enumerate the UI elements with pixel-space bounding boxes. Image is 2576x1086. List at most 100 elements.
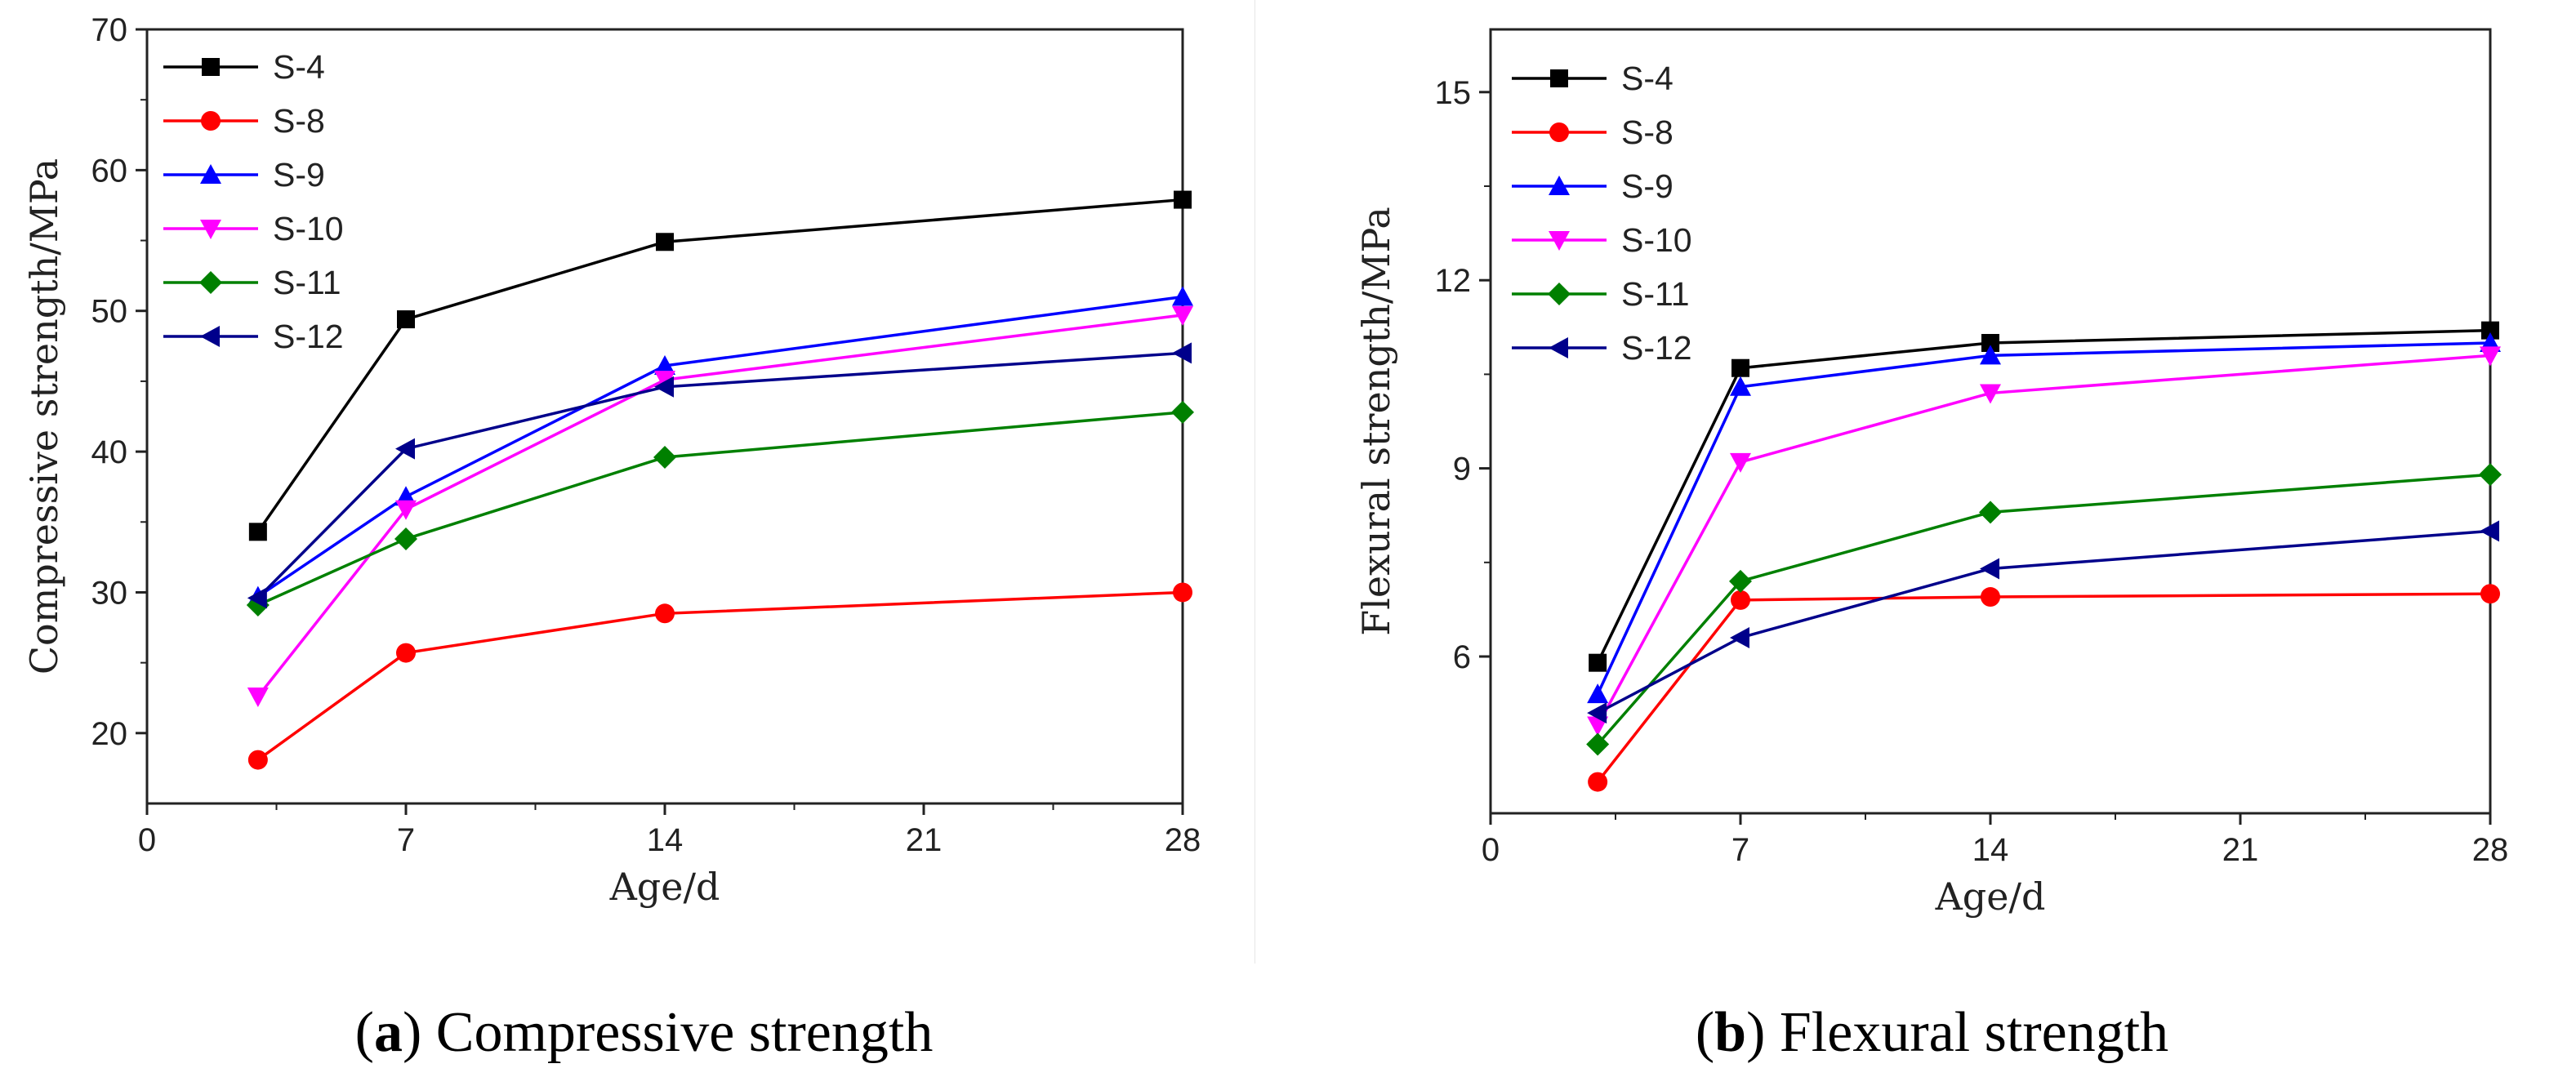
- legend-marker-s-11: [199, 271, 222, 294]
- series-line-s-10: [1596, 354, 2491, 727]
- series-s-4: [1589, 321, 2499, 672]
- data-point-s-9: [1587, 683, 1609, 704]
- caption-title-a: Compressive strength: [435, 1001, 934, 1064]
- data-point-s-4: [248, 523, 267, 541]
- legend-label-s-9: S-9: [1621, 167, 1674, 205]
- series-s-11: [1586, 463, 2502, 756]
- series-s-12: [1587, 520, 2499, 724]
- series-s-12: [247, 342, 1192, 609]
- series-line-s-9: [1596, 341, 2491, 695]
- data-point-s-8: [1731, 590, 1750, 610]
- data-point-s-12: [1172, 342, 1192, 364]
- data-point-s-10: [1980, 384, 2001, 404]
- series-line-s-4: [256, 198, 1183, 533]
- data-point-s-10: [654, 371, 675, 391]
- caption-a: (a) Compressive strength: [354, 1001, 934, 1064]
- legend-label-s-10: S-10: [1621, 221, 1692, 259]
- x-tick-label: 0: [1482, 832, 1500, 868]
- legend-marker-s-12: [1549, 337, 1568, 358]
- series-s-8: [1588, 584, 2500, 792]
- y-tick-label: 15: [1435, 75, 1472, 111]
- legend-label-s-4: S-4: [273, 48, 325, 86]
- data-point-s-4: [1731, 358, 1749, 377]
- data-point-s-4: [397, 310, 415, 329]
- caption-title-b: Flexural strength: [1779, 1001, 2169, 1064]
- legend-marker-s-8: [201, 111, 221, 131]
- data-point-s-10: [395, 500, 417, 520]
- series-line-s-8: [1596, 592, 2491, 783]
- x-axis-title: Age/d: [609, 865, 720, 909]
- plot-frame: [145, 28, 1184, 805]
- data-point-s-8: [1173, 582, 1192, 603]
- data-point-s-4: [1174, 190, 1192, 209]
- caption-letter-a: a: [373, 1001, 403, 1064]
- legend-marker-s-4: [1550, 69, 1568, 87]
- y-tick-label: 6: [1453, 639, 1471, 675]
- x-tick-label: 7: [397, 822, 415, 858]
- data-point-s-10: [247, 688, 269, 708]
- data-point-s-8: [2480, 584, 2500, 604]
- y-tick-label: 9: [1453, 452, 1471, 487]
- data-point-s-11: [394, 527, 417, 550]
- series-line-s-12: [1597, 529, 2491, 714]
- data-point-s-4: [2481, 321, 2499, 340]
- data-point-s-12: [1730, 626, 1749, 648]
- legend-label-s-11: S-11: [1621, 275, 1690, 313]
- series-line-s-11: [1596, 473, 2491, 746]
- legend-label-s-8: S-8: [273, 102, 325, 140]
- data-point-s-8: [1981, 587, 2000, 608]
- legend: S-4 S-8 S-9 S-10 S-11 S-12: [1512, 60, 1692, 367]
- y-axis-title: Flexural strength/MPa: [1354, 207, 1398, 636]
- legend-label-s-9: S-9: [273, 156, 325, 194]
- data-point-s-11: [1171, 400, 1194, 424]
- data-point-s-11: [653, 445, 676, 469]
- data-point-s-4: [1589, 653, 1607, 672]
- legend-marker-s-8: [1549, 122, 1569, 142]
- y-tick-label: 12: [1435, 263, 1472, 299]
- legend-marker-s-10: [1549, 231, 1570, 251]
- series-s-10: [247, 305, 1193, 708]
- legend-marker-s-9: [200, 164, 221, 184]
- data-point-s-11: [1586, 732, 1610, 756]
- x-axis-title: Age/d: [1935, 875, 2046, 919]
- data-point-s-12: [2480, 520, 2499, 542]
- data-point-s-11: [1729, 569, 1752, 593]
- data-point-s-10: [1730, 452, 1751, 473]
- y-axis-title: Compressive strength/MPa: [22, 158, 66, 674]
- x-tick-label: 21: [2222, 832, 2259, 868]
- legend-marker-s-12: [200, 326, 220, 347]
- legend-label-s-8: S-8: [1621, 113, 1674, 151]
- legend-marker-s-11: [1548, 283, 1571, 305]
- compressive-strength-chart: 0 7 14 21 28 20 30 40 50 60 70 Age/d Compressive str…: [22, 12, 1201, 909]
- y-tick-label: 60: [91, 153, 128, 189]
- chart-panel-b: 0 7 14 21 28 6 9 12 15 Age/d Flexural strength/MPa…: [1288, 0, 2576, 1086]
- x-tick-label: 14: [1972, 832, 2009, 868]
- x-tick-label: 28: [2472, 832, 2509, 868]
- x-tick-label: 21: [906, 822, 943, 858]
- data-point-s-9: [1730, 376, 1751, 396]
- legend-label-s-4: S-4: [1621, 60, 1674, 97]
- data-point-s-8: [655, 603, 675, 624]
- series-s-4: [248, 190, 1192, 541]
- data-point-s-9: [654, 354, 675, 375]
- y-tick-label: 40: [91, 434, 128, 470]
- data-point-s-9: [1980, 345, 2001, 365]
- legend-marker-s-10: [200, 220, 221, 239]
- data-point-s-4: [656, 233, 674, 251]
- data-point-s-11: [1979, 501, 2002, 524]
- data-point-s-12: [247, 587, 267, 609]
- y-tick-label: 70: [91, 12, 128, 48]
- series-s-10: [1587, 346, 2501, 737]
- series-line-s-4: [1596, 328, 2491, 664]
- caption-letter-b: b: [1714, 1001, 1747, 1064]
- series-line-s-10: [256, 314, 1183, 698]
- data-point-s-10: [1172, 305, 1193, 326]
- data-point-s-11: [2479, 463, 2502, 487]
- data-point-s-4: [1981, 334, 1999, 352]
- series-s-8: [247, 582, 1192, 770]
- legend-label-s-10: S-10: [273, 210, 344, 247]
- series-s-9: [247, 286, 1193, 606]
- y-tick-label: 50: [91, 294, 128, 330]
- caption-b: (b) Flexural strength: [1695, 1001, 2169, 1064]
- data-point-s-12: [1587, 702, 1607, 724]
